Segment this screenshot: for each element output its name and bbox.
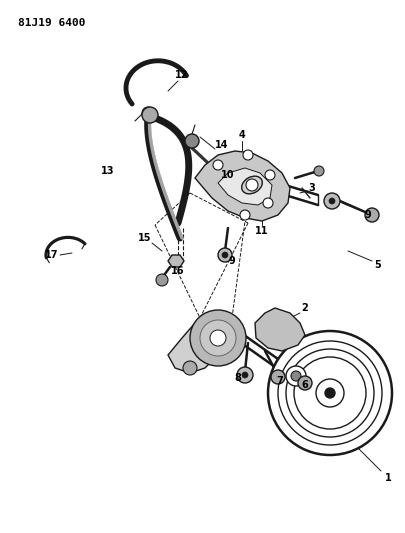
Text: 10: 10 — [221, 170, 234, 180]
Polygon shape — [168, 318, 224, 373]
Polygon shape — [217, 168, 271, 205]
Circle shape — [290, 371, 300, 381]
Text: 9: 9 — [228, 256, 235, 266]
Circle shape — [156, 274, 168, 286]
Text: 8: 8 — [234, 373, 241, 383]
Ellipse shape — [241, 176, 262, 194]
Text: 11: 11 — [255, 226, 268, 236]
Circle shape — [243, 150, 252, 160]
Circle shape — [183, 361, 196, 375]
Circle shape — [142, 107, 153, 119]
Text: 81J19 6400: 81J19 6400 — [18, 18, 85, 28]
Polygon shape — [194, 151, 289, 221]
Text: 2: 2 — [301, 303, 308, 313]
Circle shape — [324, 388, 334, 398]
Polygon shape — [168, 255, 183, 267]
Text: 15: 15 — [138, 233, 151, 243]
Text: 14: 14 — [215, 140, 228, 150]
Circle shape — [315, 379, 343, 407]
Circle shape — [297, 376, 311, 390]
Circle shape — [267, 331, 391, 455]
Circle shape — [364, 208, 378, 222]
Text: 17: 17 — [45, 250, 59, 260]
Circle shape — [237, 367, 252, 383]
Text: 7: 7 — [276, 376, 283, 386]
Circle shape — [285, 366, 305, 386]
Text: 1: 1 — [384, 473, 390, 483]
Circle shape — [241, 372, 247, 378]
Circle shape — [200, 320, 235, 356]
Circle shape — [245, 179, 257, 191]
Text: 16: 16 — [171, 266, 184, 276]
Circle shape — [328, 198, 334, 204]
Circle shape — [222, 252, 228, 258]
Circle shape — [217, 248, 231, 262]
Circle shape — [270, 370, 284, 384]
Circle shape — [239, 210, 249, 220]
Circle shape — [213, 160, 222, 170]
Text: 9: 9 — [364, 210, 371, 220]
Text: 12: 12 — [175, 70, 188, 80]
Circle shape — [142, 107, 158, 123]
Text: 3: 3 — [308, 183, 315, 193]
Circle shape — [209, 330, 226, 346]
Text: 4: 4 — [238, 130, 245, 140]
Circle shape — [323, 193, 339, 209]
Circle shape — [313, 166, 323, 176]
Circle shape — [262, 198, 272, 208]
Text: 5: 5 — [374, 260, 380, 270]
Circle shape — [190, 310, 245, 366]
Circle shape — [264, 170, 274, 180]
Circle shape — [185, 134, 198, 148]
Polygon shape — [254, 308, 304, 351]
Text: 13: 13 — [101, 166, 115, 176]
Text: 6: 6 — [301, 380, 308, 390]
